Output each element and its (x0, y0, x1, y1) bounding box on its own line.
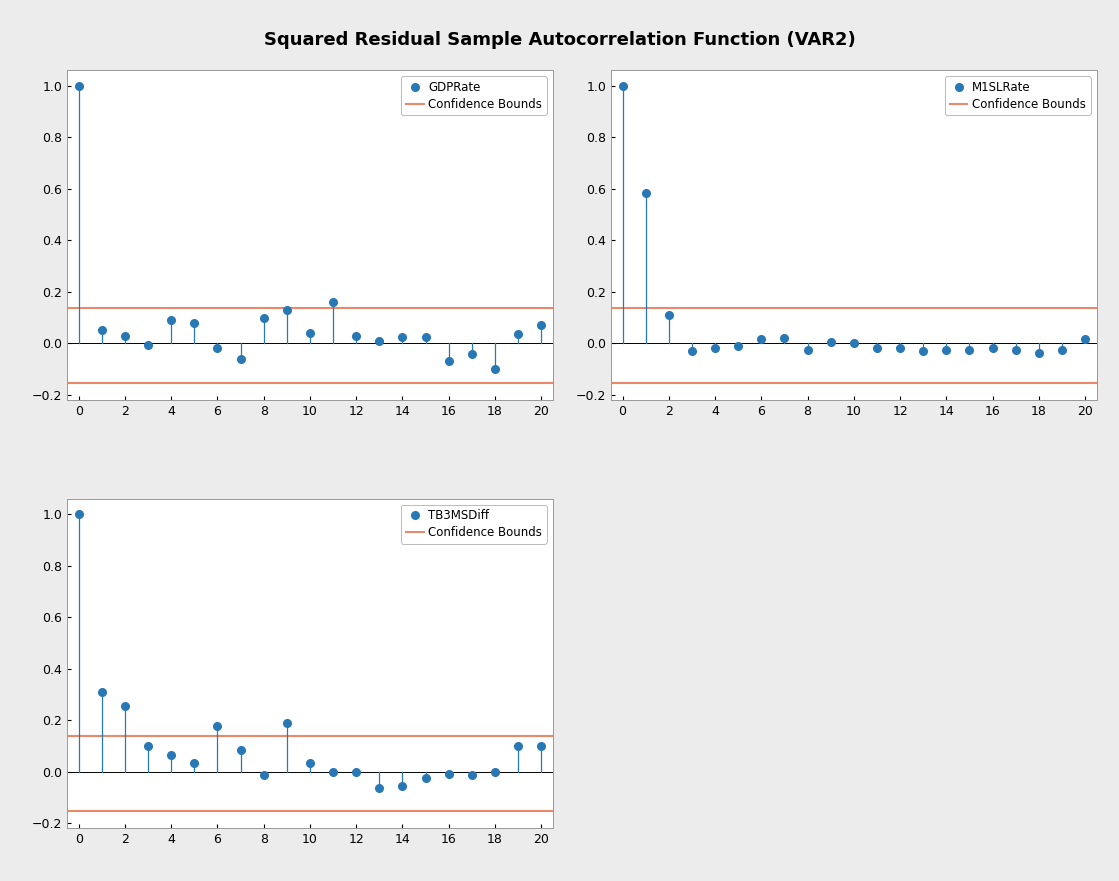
M1SLRate (986, 343, 999, 353)
TB3MSDiff (466, 769, 479, 780)
M1SLRate (916, 345, 930, 356)
GDPRate (257, 312, 271, 322)
TB3MSDiff (511, 741, 525, 751)
M1SLRate (940, 344, 953, 355)
Confidence Bounds (615, 302, 629, 313)
TB3MSDiff (164, 750, 178, 760)
GDPRate (303, 328, 317, 338)
GDPRate (95, 325, 109, 336)
GDPRate (396, 331, 410, 342)
M1SLRate (615, 81, 629, 92)
M1SLRate (732, 341, 745, 352)
Line: M1SLRate: M1SLRate (619, 82, 1089, 357)
M1SLRate (1009, 344, 1023, 355)
GDPRate (373, 336, 386, 346)
GDPRate (234, 353, 247, 364)
Confidence Bounds (95, 730, 109, 741)
GDPRate (72, 81, 85, 92)
M1SLRate (685, 345, 698, 356)
GDPRate (164, 315, 178, 325)
TB3MSDiff (72, 509, 85, 520)
M1SLRate (1079, 334, 1092, 344)
GDPRate (188, 317, 201, 328)
TB3MSDiff (349, 767, 363, 778)
Legend: TB3MSDiff, Confidence Bounds: TB3MSDiff, Confidence Bounds (401, 505, 547, 544)
M1SLRate (708, 343, 722, 353)
GDPRate (442, 356, 455, 366)
TB3MSDiff (303, 758, 317, 768)
TB3MSDiff (234, 745, 247, 756)
GDPRate (327, 297, 340, 307)
M1SLRate (801, 344, 815, 355)
GDPRate (141, 339, 154, 350)
M1SLRate (893, 343, 906, 353)
Line: TB3MSDiff: TB3MSDiff (75, 510, 545, 792)
TB3MSDiff (280, 717, 293, 728)
GDPRate (466, 348, 479, 359)
TB3MSDiff (373, 783, 386, 794)
Confidence Bounds (639, 302, 652, 313)
M1SLRate (778, 333, 791, 344)
Text: Squared Residual Sample Autocorrelation Function (VAR2): Squared Residual Sample Autocorrelation … (264, 31, 855, 48)
TB3MSDiff (488, 766, 501, 777)
M1SLRate (871, 343, 884, 353)
TB3MSDiff (210, 722, 224, 732)
TB3MSDiff (327, 767, 340, 778)
M1SLRate (639, 188, 652, 198)
GDPRate (488, 364, 501, 374)
GDPRate (535, 320, 548, 330)
GDPRate (349, 330, 363, 341)
Confidence Bounds (72, 302, 85, 313)
M1SLRate (1055, 345, 1069, 356)
GDPRate (280, 305, 293, 315)
Confidence Bounds (72, 730, 85, 741)
TB3MSDiff (257, 769, 271, 780)
M1SLRate (824, 337, 837, 347)
M1SLRate (847, 338, 861, 349)
GDPRate (210, 343, 224, 353)
M1SLRate (662, 310, 676, 321)
TB3MSDiff (442, 769, 455, 780)
TB3MSDiff (119, 700, 132, 711)
M1SLRate (1032, 348, 1045, 359)
GDPRate (119, 330, 132, 341)
GDPRate (419, 331, 432, 342)
Legend: M1SLRate, Confidence Bounds: M1SLRate, Confidence Bounds (944, 77, 1091, 115)
TB3MSDiff (188, 758, 201, 768)
Legend: GDPRate, Confidence Bounds: GDPRate, Confidence Bounds (401, 77, 547, 115)
Confidence Bounds (95, 302, 109, 313)
GDPRate (511, 329, 525, 339)
Line: GDPRate: GDPRate (75, 82, 545, 373)
TB3MSDiff (419, 773, 432, 783)
M1SLRate (754, 334, 768, 344)
TB3MSDiff (95, 686, 109, 697)
M1SLRate (962, 345, 976, 356)
TB3MSDiff (535, 741, 548, 751)
TB3MSDiff (396, 781, 410, 792)
TB3MSDiff (141, 741, 154, 751)
